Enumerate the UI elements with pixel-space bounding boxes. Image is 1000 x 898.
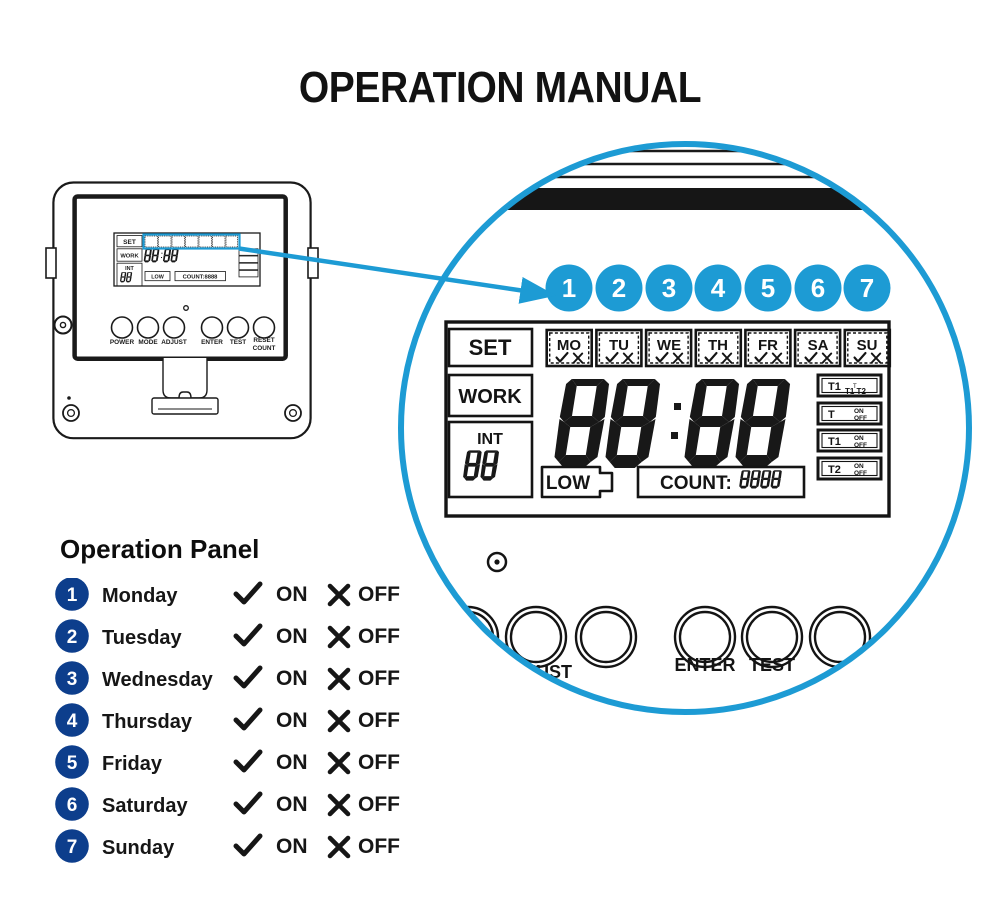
svg-text:INT: INT — [477, 431, 503, 448]
svg-text:T1: T1 — [828, 381, 841, 393]
svg-text:2: 2 — [67, 627, 78, 648]
svg-text:3: 3 — [67, 669, 78, 690]
svg-text:5: 5 — [761, 273, 775, 303]
svg-text:ON: ON — [276, 709, 308, 732]
svg-text:T1 T2: T1 T2 — [845, 387, 866, 396]
svg-text:ON: ON — [276, 751, 308, 774]
svg-text:Sunday: Sunday — [102, 837, 175, 859]
svg-text:4: 4 — [67, 711, 78, 732]
svg-text:ON: ON — [276, 835, 308, 858]
svg-text:Thursday: Thursday — [102, 711, 193, 733]
svg-text:SET: SET — [469, 335, 512, 360]
svg-text:ON: ON — [276, 793, 308, 816]
svg-text:ON: ON — [854, 435, 864, 442]
svg-text:COUNT:: COUNT: — [660, 473, 732, 494]
svg-text:OFF: OFF — [358, 835, 400, 858]
svg-text:ON: ON — [276, 625, 308, 648]
svg-text:6: 6 — [811, 273, 825, 303]
svg-text:T: T — [828, 409, 835, 421]
svg-text:LOW: LOW — [546, 473, 590, 494]
svg-text:TEST: TEST — [749, 655, 795, 675]
svg-text:ON: ON — [854, 463, 864, 470]
svg-text:OFF: OFF — [358, 793, 400, 816]
svg-text:OFF: OFF — [854, 415, 867, 422]
svg-text:Wednesday: Wednesday — [102, 669, 214, 691]
svg-text:1: 1 — [562, 273, 576, 303]
svg-text:TU: TU — [609, 337, 629, 354]
svg-text:Friday: Friday — [102, 753, 163, 775]
svg-text:MO: MO — [557, 337, 581, 354]
svg-text:SU: SU — [857, 337, 878, 354]
svg-text:4: 4 — [711, 273, 726, 303]
svg-text:TH: TH — [708, 337, 728, 354]
svg-text:WORK: WORK — [458, 386, 522, 408]
svg-text:2: 2 — [612, 273, 626, 303]
svg-text:ON: ON — [276, 583, 308, 606]
svg-text:OFF: OFF — [358, 667, 400, 690]
svg-text:Saturday: Saturday — [102, 795, 188, 817]
svg-text:T1: T1 — [828, 436, 841, 448]
svg-text:WE: WE — [657, 337, 681, 354]
svg-text:3: 3 — [662, 273, 676, 303]
svg-text:FR: FR — [758, 337, 778, 354]
svg-text:OFF: OFF — [358, 751, 400, 774]
svg-text:SA: SA — [808, 337, 829, 354]
svg-text:OFF: OFF — [854, 470, 867, 477]
svg-text:ENTER: ENTER — [674, 655, 735, 675]
svg-text:OFF: OFF — [358, 583, 400, 606]
svg-text:Tuesday: Tuesday — [102, 627, 183, 649]
svg-text:1: 1 — [67, 585, 78, 606]
svg-text:5: 5 — [67, 753, 78, 774]
svg-text:Monday: Monday — [102, 585, 178, 607]
svg-text:OFF: OFF — [854, 442, 867, 449]
svg-text:6: 6 — [67, 795, 78, 816]
svg-text:ON: ON — [854, 408, 864, 415]
svg-text:7: 7 — [67, 837, 78, 858]
svg-text:ON: ON — [276, 667, 308, 690]
svg-text:OFF: OFF — [358, 625, 400, 648]
svg-text:7: 7 — [860, 273, 874, 303]
svg-text:OFF: OFF — [358, 709, 400, 732]
svg-text:T2: T2 — [828, 464, 841, 476]
